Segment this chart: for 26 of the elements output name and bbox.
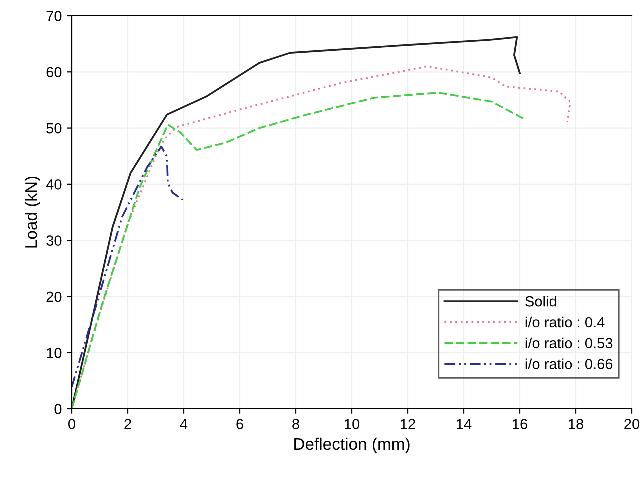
x-tick-label: 14	[457, 419, 472, 430]
x-tick-label: 10	[345, 419, 360, 430]
x-tick-label: 20	[624, 419, 640, 430]
x-tick-label: 18	[569, 419, 584, 430]
legend-label: i/o ratio : 0.4	[526, 316, 605, 328]
x-axis-title: Deflection (mm)	[294, 438, 410, 454]
x-tick-label: 2	[124, 419, 132, 430]
x-tick-label: 16	[513, 419, 528, 430]
y-tick-label: 20	[46, 292, 62, 302]
legend-label: i/o ratio : 0.53	[526, 338, 613, 349]
y-axis-title: Load (kN)	[24, 176, 40, 248]
y-tick-label: 0	[54, 404, 62, 414]
y-tick-label: 40	[46, 180, 62, 190]
y-tick-label: 50	[46, 123, 62, 134]
x-tick-label: 8	[292, 419, 300, 430]
legend-label: i/o ratio : 0.66	[526, 358, 613, 370]
legend-label: Solid	[526, 296, 556, 307]
x-tick-label: 12	[401, 419, 416, 430]
y-tick-label: 60	[46, 67, 62, 78]
y-tick-label: 10	[47, 348, 62, 358]
y-tick-label: 30	[46, 236, 62, 246]
x-tick-label: 4	[180, 419, 188, 430]
x-tick-label: 6	[236, 419, 244, 430]
x-tick-label: 0	[68, 419, 76, 430]
y-tick-label: 70	[46, 11, 62, 22]
line-series	[72, 146, 184, 388]
